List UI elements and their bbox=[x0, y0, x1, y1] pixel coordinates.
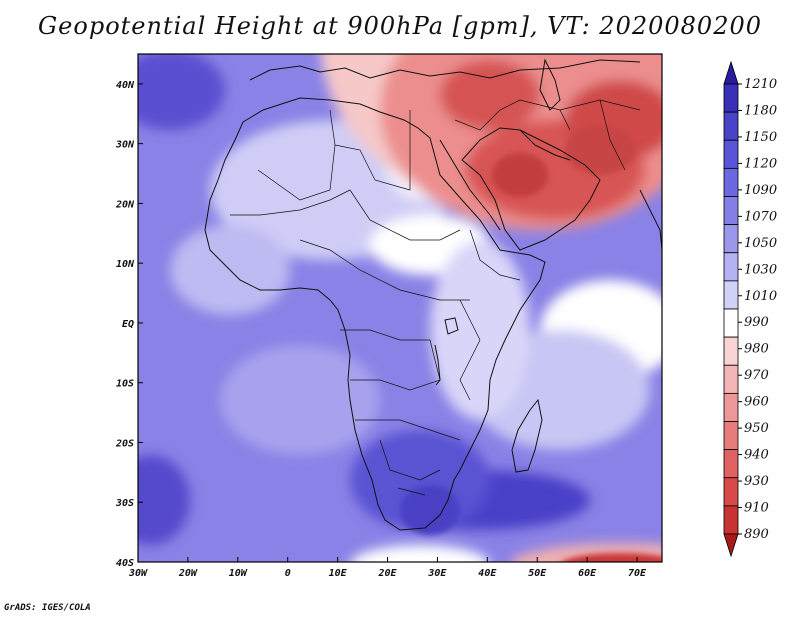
south-africa-high-core bbox=[400, 485, 460, 535]
chart-title: Geopotential Height at 900hPa [gpm], VT:… bbox=[38, 12, 762, 40]
colorbar-band bbox=[723, 252, 739, 282]
colorbar-band bbox=[723, 308, 739, 338]
north-atlantic-high bbox=[138, 54, 225, 130]
x-tick-label: 20W bbox=[178, 568, 198, 579]
colorbar-band bbox=[723, 139, 739, 169]
border-horn bbox=[469, 229, 521, 281]
colorbar-label: 980 bbox=[744, 342, 769, 357]
colorbar-band bbox=[723, 224, 739, 254]
arabian-peninsula bbox=[461, 127, 601, 251]
x-tick-label: 60E bbox=[578, 568, 597, 579]
colorbar-bottom-arrow bbox=[723, 533, 739, 558]
madagascar bbox=[511, 398, 543, 473]
x-tick-label: 0 bbox=[285, 568, 291, 579]
border-iran bbox=[559, 99, 626, 171]
colorbar-label: 1030 bbox=[744, 262, 777, 277]
colorbar-band bbox=[723, 392, 739, 422]
axis-ticks bbox=[137, 83, 638, 563]
colorbar-band bbox=[723, 336, 739, 366]
x-tick-label: 40E bbox=[478, 568, 497, 579]
rub-al-khali-low bbox=[492, 153, 548, 197]
x-tick-label: 20E bbox=[377, 568, 397, 579]
colorbar-label: 1090 bbox=[744, 183, 777, 198]
colorbar-band bbox=[723, 364, 739, 394]
south-atlantic-high bbox=[138, 455, 190, 545]
colorbar-label: 1210 bbox=[744, 77, 777, 92]
mediterranean-north bbox=[249, 59, 641, 81]
border-central bbox=[299, 239, 470, 301]
country-borders bbox=[230, 99, 641, 496]
colorbar: 1210 1180 1150 1120 1090 1070 1050 1030 1010 990 9… bbox=[723, 60, 777, 558]
y-tick-label: 40N bbox=[116, 80, 135, 91]
y-tick-label: 30S bbox=[115, 498, 134, 509]
colorbar-label: 910 bbox=[744, 501, 769, 516]
red-sea bbox=[439, 139, 501, 231]
x-axis-labels: 30W 20W 10W 0 10E 20E 30E 40E 50E 60E 70E bbox=[128, 568, 647, 579]
border-algeria bbox=[257, 109, 336, 201]
colorbar-band bbox=[723, 449, 739, 479]
map-field bbox=[138, 54, 662, 562]
colorbar-band bbox=[723, 111, 739, 141]
y-tick-label: 30N bbox=[115, 140, 135, 151]
map-frame bbox=[137, 53, 663, 563]
x-tick-label: 10E bbox=[329, 568, 348, 579]
y-axis-labels: 40N 30N 20N 10N EQ 10S 20S 30S 40S bbox=[115, 80, 135, 569]
colorbar-top-arrow bbox=[723, 60, 739, 85]
lake-tanganyika bbox=[434, 344, 441, 386]
south-white-band bbox=[350, 545, 490, 562]
colorbar-label: 1120 bbox=[744, 156, 777, 171]
colorbar-label: 940 bbox=[744, 448, 769, 463]
colorbar-band bbox=[723, 83, 739, 113]
caspian-sea bbox=[539, 58, 561, 111]
southern-low-band bbox=[511, 543, 662, 562]
border-south bbox=[355, 419, 461, 496]
sw-africa-light bbox=[220, 345, 380, 455]
east-africa-light bbox=[430, 240, 530, 420]
persian-gulf bbox=[519, 129, 571, 161]
y-tick-label: 10N bbox=[116, 259, 135, 270]
lake-victoria bbox=[444, 317, 459, 335]
colorbar-band bbox=[723, 421, 739, 451]
india-coast bbox=[639, 189, 662, 251]
grads-credit: GrADS: IGES/COLA bbox=[4, 603, 91, 613]
coastlines bbox=[204, 58, 662, 531]
border-sahel bbox=[230, 189, 461, 241]
colorbar-label: 960 bbox=[744, 395, 769, 410]
x-tick-label: 10W bbox=[229, 568, 248, 579]
border-east bbox=[459, 299, 481, 401]
colorbar-band bbox=[723, 196, 739, 226]
colorbar-label: 990 bbox=[744, 315, 769, 330]
colorbar-band bbox=[723, 505, 739, 535]
x-tick-label: 30W bbox=[128, 568, 148, 579]
y-tick-label: 20S bbox=[115, 438, 134, 449]
colorbar-label: 1180 bbox=[744, 103, 777, 118]
colorbar-band bbox=[723, 280, 739, 310]
colorbar-label: 1150 bbox=[744, 130, 777, 145]
x-tick-label: 50E bbox=[528, 568, 547, 579]
colorbar-label: 970 bbox=[744, 368, 769, 383]
africa-coastline bbox=[204, 97, 546, 531]
colorbar-label: 1010 bbox=[744, 289, 777, 304]
x-tick-label: 30E bbox=[427, 568, 447, 579]
colorbar-band bbox=[723, 167, 739, 197]
colorbar-band bbox=[723, 477, 739, 507]
x-tick-label: 70E bbox=[628, 568, 647, 579]
iraq-low bbox=[440, 60, 540, 130]
colorbar-label: 930 bbox=[744, 474, 769, 489]
y-tick-label: 40S bbox=[116, 558, 134, 569]
y-tick-label: 20N bbox=[115, 199, 135, 210]
colorbar-label: 950 bbox=[744, 421, 769, 436]
y-tick-label: EQ bbox=[122, 319, 134, 330]
border-libya bbox=[334, 110, 411, 191]
y-tick-label: 10S bbox=[116, 379, 134, 390]
colorbar-label: 1050 bbox=[744, 236, 777, 251]
colorbar-label: 1070 bbox=[744, 209, 777, 224]
colorbar-label: 890 bbox=[744, 527, 769, 542]
pakistan-low bbox=[565, 125, 635, 175]
border-congo bbox=[340, 329, 441, 391]
